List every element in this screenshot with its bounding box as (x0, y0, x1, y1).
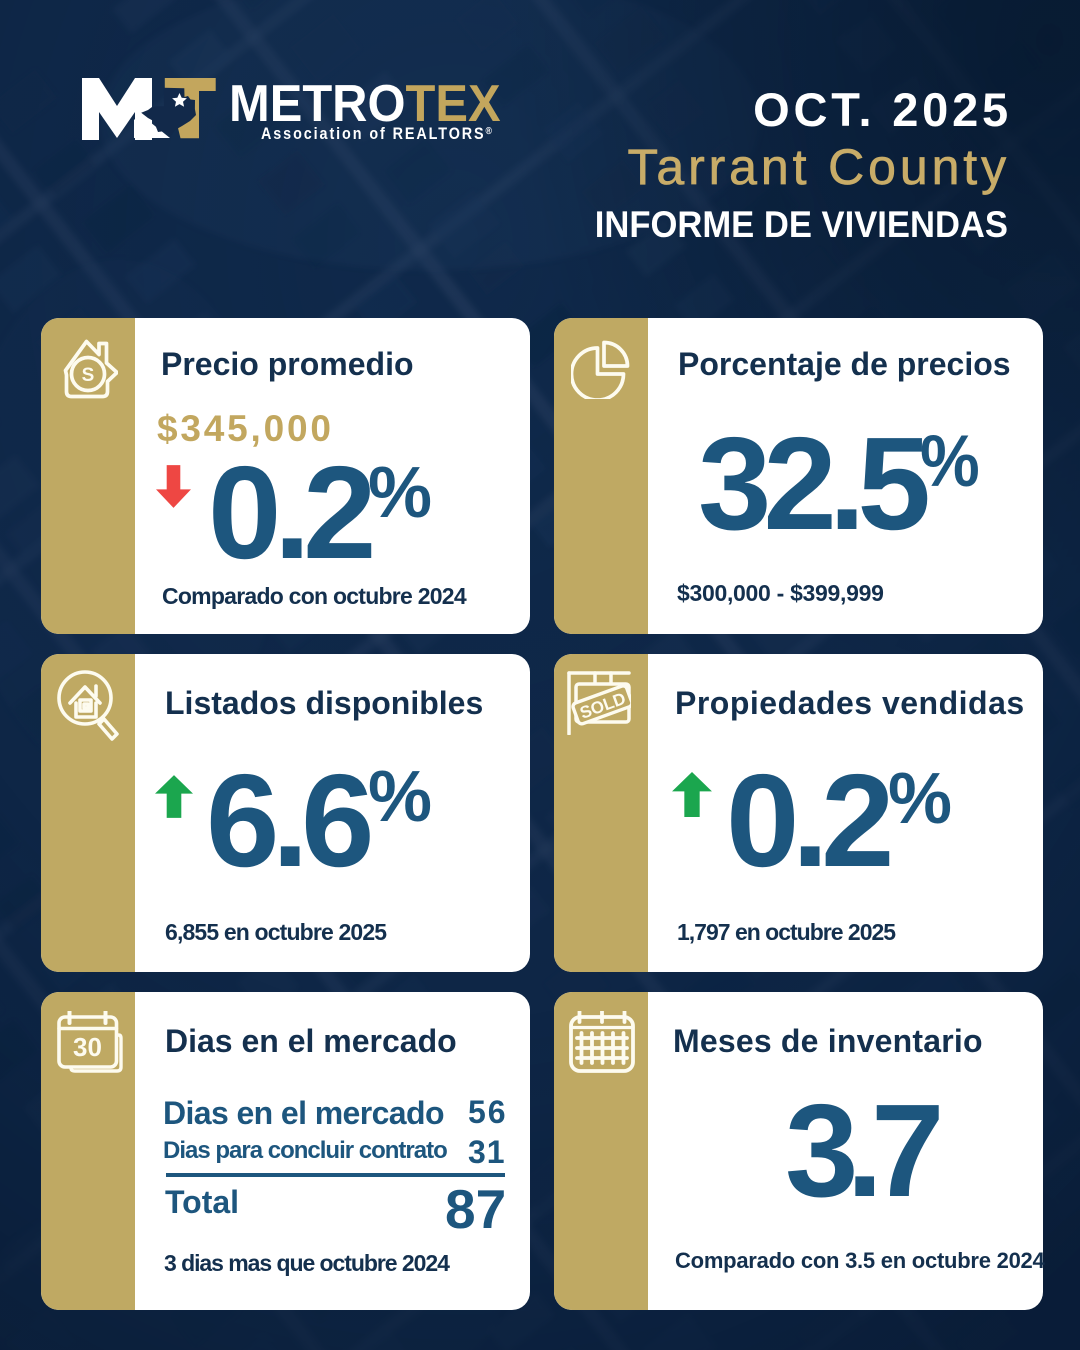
svg-text:S: S (82, 365, 95, 386)
svg-text:30: 30 (73, 1032, 102, 1062)
